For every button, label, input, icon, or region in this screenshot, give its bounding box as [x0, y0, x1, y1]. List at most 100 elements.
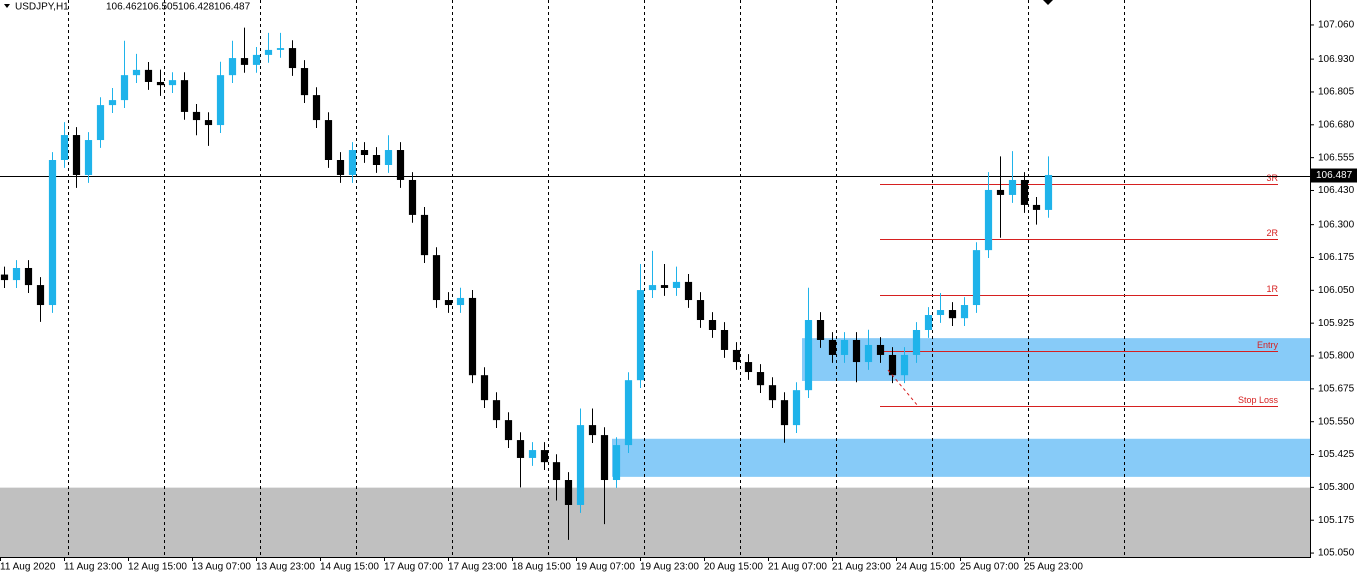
candle-body: [288, 48, 297, 69]
candle-body: [396, 150, 405, 180]
y-tick-label: 105.300: [1318, 482, 1355, 493]
candle-body: [984, 189, 993, 251]
level-label: 3R: [1266, 173, 1278, 183]
x-tick-label: 19 Aug 07:00: [576, 562, 635, 573]
marker: [1043, 0, 1053, 5]
candle-body: [348, 150, 357, 175]
candle-body: [24, 267, 33, 286]
y-tick-label: 105.675: [1318, 383, 1355, 394]
candle-body: [84, 140, 93, 175]
header-price: 106.462: [106, 2, 143, 13]
candle-body: [156, 81, 165, 86]
candle-body: [660, 285, 669, 288]
candle-body: [672, 281, 681, 288]
candle-body: [240, 58, 249, 65]
zone: [802, 338, 1310, 381]
candle-body: [792, 390, 801, 426]
header-price: 106.487: [214, 2, 251, 13]
candle-body: [228, 58, 237, 76]
candle-body: [168, 80, 177, 86]
y-tick-label: 105.925: [1318, 318, 1355, 329]
x-tick-label: 13 Aug 07:00: [192, 562, 251, 573]
candle-body: [636, 290, 645, 381]
x-tick-label: 17 Aug 23:00: [448, 562, 507, 573]
candle-body: [516, 440, 525, 458]
y-tick-label: 105.050: [1318, 548, 1355, 559]
candle-body: [624, 380, 633, 446]
header-price: 106.505: [142, 2, 179, 13]
candle-body: [540, 450, 549, 463]
candle-body: [528, 450, 537, 458]
candle-body: [372, 155, 381, 165]
zone: [0, 487, 1310, 557]
candle-body: [780, 400, 789, 426]
y-tick-label: 105.425: [1318, 449, 1355, 460]
candle-body: [768, 385, 777, 401]
candle-body: [924, 315, 933, 330]
candle-body: [492, 400, 501, 421]
candle-body: [972, 250, 981, 306]
candle-body: [132, 69, 141, 76]
candle-body: [324, 120, 333, 161]
y-tick-label: 106.805: [1318, 87, 1355, 98]
candle-body: [276, 48, 285, 50]
candle-body: [948, 310, 957, 319]
candle-body: [504, 420, 513, 441]
y-tick-label: 105.800: [1318, 351, 1355, 362]
candle-body: [444, 300, 453, 306]
y-tick-label: 106.680: [1318, 119, 1355, 130]
y-tick-label: 106.930: [1318, 54, 1355, 65]
current-price-label: 106.487: [1316, 170, 1353, 181]
candle-body: [180, 80, 189, 112]
candle-body: [756, 372, 765, 386]
candle-body: [564, 480, 573, 505]
candle-body: [1032, 204, 1041, 210]
candle-body: [900, 354, 909, 376]
y-tick-label: 106.430: [1318, 185, 1355, 196]
candle-body: [264, 49, 273, 55]
candle-body: [12, 267, 21, 281]
candle-body: [804, 320, 813, 391]
y-tick-label: 106.300: [1318, 219, 1355, 230]
candle-body: [648, 285, 657, 291]
candle-body: [1008, 179, 1017, 195]
x-tick-label: 24 Aug 15:00: [896, 562, 955, 573]
candle-body: [888, 354, 897, 376]
candle-body: [936, 310, 945, 316]
y-tick-label: 105.175: [1318, 515, 1355, 526]
level-label: 1R: [1266, 284, 1278, 294]
candle-body: [144, 69, 153, 82]
candle-body: [552, 462, 561, 481]
candle-body: [468, 297, 477, 376]
candle-body: [432, 255, 441, 301]
y-tick-label: 106.175: [1318, 252, 1355, 263]
candle-body: [312, 95, 321, 121]
candle-body: [852, 339, 861, 363]
candle-body: [612, 445, 621, 481]
candle-body: [72, 135, 81, 175]
candle-body: [252, 54, 261, 65]
x-tick-label: 17 Aug 07:00: [384, 562, 443, 573]
candle-body: [0, 274, 9, 281]
y-tick-label: 106.050: [1318, 285, 1355, 296]
level-label: Stop Loss: [1238, 395, 1279, 405]
x-tick-label: 20 Aug 15:00: [704, 562, 763, 573]
candle-body: [60, 135, 69, 161]
candle-body: [828, 339, 837, 355]
header-price: 106.428: [178, 2, 215, 13]
candle-body: [300, 68, 309, 96]
y-tick-label: 107.060: [1318, 20, 1355, 31]
candle-body: [864, 344, 873, 363]
x-tick-label: 13 Aug 23:00: [256, 562, 315, 573]
level-label: 2R: [1266, 228, 1278, 238]
candle-body: [120, 75, 129, 101]
candle-body: [420, 214, 429, 256]
candle-body: [696, 300, 705, 321]
candle-body: [996, 189, 1005, 195]
current-price-tag: [1311, 168, 1357, 183]
candle-body: [816, 320, 825, 340]
candle-body: [588, 425, 597, 436]
candle-body: [204, 120, 213, 126]
candle-body: [732, 349, 741, 363]
